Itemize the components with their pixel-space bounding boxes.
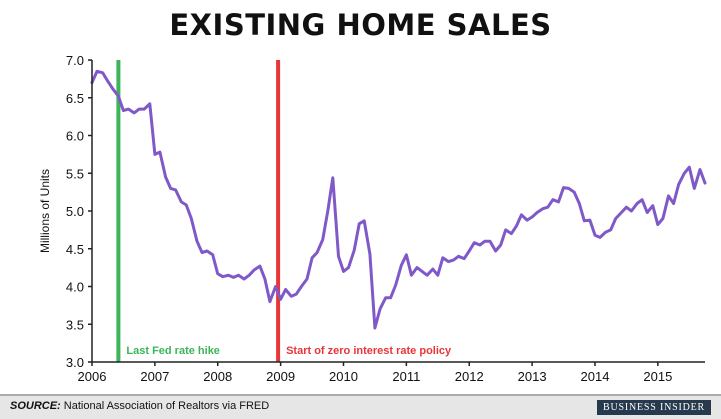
y-tick-label: 3.5	[66, 317, 84, 332]
y-tick-label: 5.5	[66, 166, 84, 181]
series-line-0	[90, 69, 707, 330]
axes-layer: 3.0 3.5 4.0 4.5 5.0 5.5 6.0 6.5 7.0 2006 2007 2008 2…	[38, 53, 705, 384]
y-tick-label: 3.0	[66, 355, 84, 370]
source-label: SOURCE:	[10, 400, 61, 412]
y-tick-label: 6.0	[66, 129, 84, 144]
annotation-label-1: Start of zero interest rate policy	[286, 345, 452, 357]
x-tick-label: 2006	[78, 369, 107, 384]
footer-bar: SOURCE: National Association of Realtors…	[0, 394, 721, 419]
x-tick-label: 2014	[581, 369, 610, 384]
x-tick-label: 2013	[518, 369, 547, 384]
brand-logo: BUSINESS INSIDER	[597, 400, 711, 415]
x-tick-label: 2015	[643, 369, 672, 384]
y-tick-label: 4.5	[66, 242, 84, 257]
x-tick-label: 2011	[392, 369, 420, 384]
source-note: SOURCE: National Association of Realtors…	[10, 400, 269, 412]
annotation-layer: Last Fed rate hike Start of zero interest…	[116, 60, 452, 362]
annotation-label-0: Last Fed rate hike	[126, 345, 220, 357]
x-tick-label: 2008	[203, 369, 232, 384]
x-tick-label: 2009	[266, 369, 295, 384]
x-tick-label: 2012	[455, 369, 484, 384]
x-tick-label: 2007	[140, 369, 169, 384]
y-tick-label: 6.5	[66, 91, 84, 106]
line-chart: Last Fed rate hike Start of zero interest…	[38, 53, 707, 384]
y-tick-label: 5.0	[66, 204, 84, 219]
y-tick-label: 4.0	[66, 280, 84, 295]
y-tick-label: 7.0	[66, 53, 84, 68]
x-tick-label: 2010	[329, 369, 358, 384]
chart-title: EXISTING HOME SALES	[169, 8, 552, 42]
series-layer	[90, 69, 707, 330]
source-text: National Association of Realtors via FRE…	[60, 400, 270, 412]
y-axis-label: Millions of Units	[38, 169, 52, 253]
